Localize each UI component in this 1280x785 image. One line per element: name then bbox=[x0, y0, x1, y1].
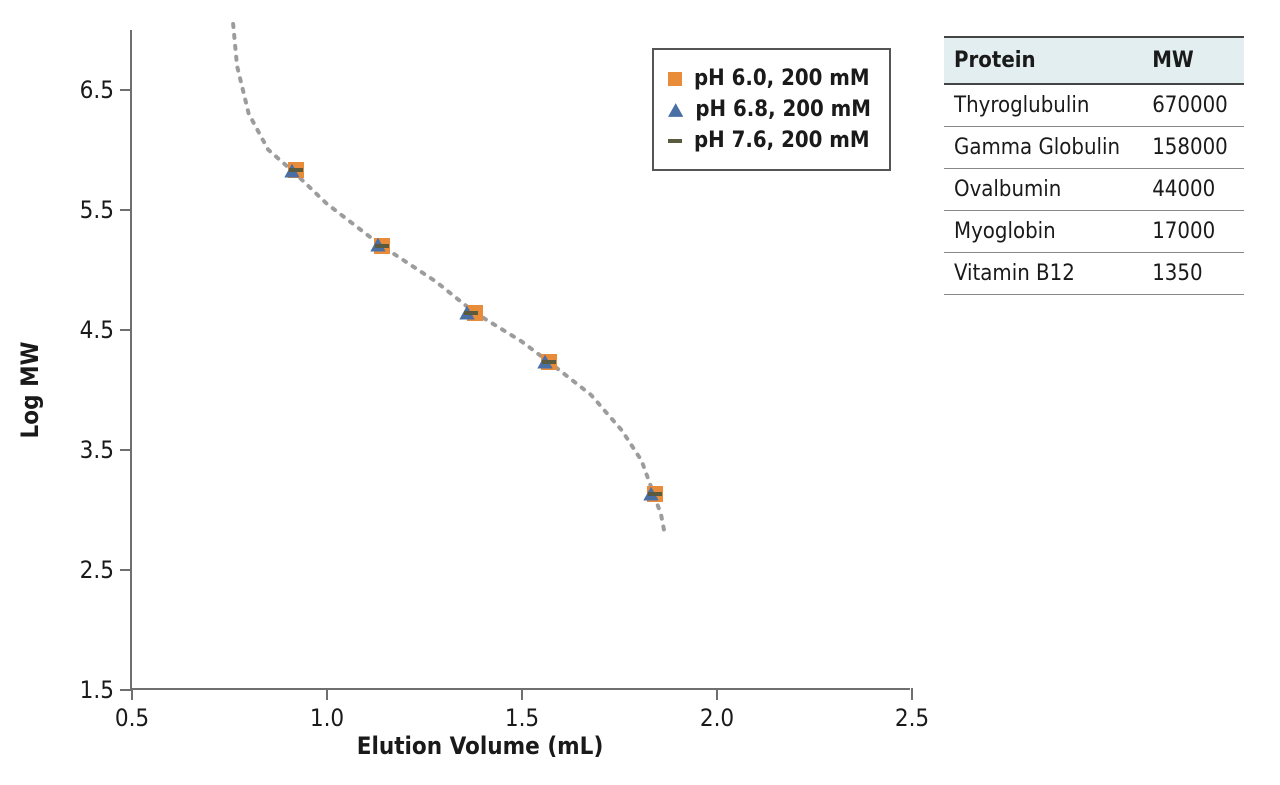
chart-legend: pH 6.0, 200 mM pH 6.8, 200 mM pH 7.6, 200… bbox=[652, 48, 891, 171]
x-tick-label: 2.0 bbox=[700, 704, 734, 732]
y-tick-label: 3.5 bbox=[80, 436, 114, 464]
data-point-ph76 bbox=[464, 311, 478, 315]
y-tick bbox=[120, 89, 132, 91]
x-tick-label: 1.0 bbox=[310, 704, 344, 732]
data-point-ph76 bbox=[648, 492, 662, 496]
x-tick-label: 0.5 bbox=[115, 704, 149, 732]
table-row: Myoglobin17000 bbox=[944, 211, 1244, 253]
x-tick bbox=[131, 688, 133, 700]
table-row: Ovalbumin44000 bbox=[944, 169, 1244, 211]
legend-item-ph60: pH 6.0, 200 mM bbox=[668, 66, 871, 91]
table-header-row: ProteinMW bbox=[944, 37, 1244, 84]
y-tick bbox=[120, 329, 132, 331]
x-tick-label: 1.5 bbox=[505, 704, 539, 732]
plot-area: pH 6.0, 200 mM pH 6.8, 200 mM pH 7.6, 200… bbox=[130, 30, 910, 690]
legend-label: pH 7.6, 200 mM bbox=[694, 128, 870, 153]
table-cell: 1350 bbox=[1142, 253, 1244, 295]
x-tick bbox=[326, 688, 328, 700]
square-icon bbox=[668, 72, 682, 86]
y-tick-label: 1.5 bbox=[80, 676, 114, 704]
y-tick bbox=[120, 449, 132, 451]
y-tick-label: 5.5 bbox=[80, 196, 114, 224]
y-axis-label: Log MW bbox=[16, 342, 44, 439]
calibration-chart: Log MW pH 6.0, 200 mM pH 6.8, 200 mMpH 7… bbox=[30, 20, 930, 760]
x-tick-label: 2.5 bbox=[895, 704, 929, 732]
page-root: Log MW pH 6.0, 200 mM pH 6.8, 200 mM pH 7… bbox=[0, 0, 1280, 785]
y-tick bbox=[120, 569, 132, 571]
table-cell: Thyroglubulin bbox=[944, 84, 1142, 127]
legend-label: pH 6.0, 200 mM bbox=[694, 66, 870, 91]
table-cell: Vitamin B12 bbox=[944, 253, 1142, 295]
table-cell: 44000 bbox=[1142, 169, 1244, 211]
data-point-ph76 bbox=[289, 168, 303, 172]
data-point-ph76 bbox=[542, 360, 556, 364]
y-tick bbox=[120, 209, 132, 211]
x-tick bbox=[521, 688, 523, 700]
legend-item-ph68: pH 6.8, 200 mM bbox=[668, 97, 871, 122]
table-cell: Gamma Globulin bbox=[944, 127, 1142, 169]
y-tick-label: 2.5 bbox=[80, 556, 114, 584]
table-cell: 158000 bbox=[1142, 127, 1244, 169]
x-axis-label: Elution Volume (mL) bbox=[357, 732, 604, 760]
table-cell: Myoglobin bbox=[944, 211, 1142, 253]
x-tick bbox=[911, 688, 913, 700]
data-point-ph76 bbox=[375, 244, 389, 248]
x-tick bbox=[716, 688, 718, 700]
table-column-header: Protein bbox=[944, 37, 1142, 84]
table-cell: 17000 bbox=[1142, 211, 1244, 253]
y-tick-label: 4.5 bbox=[80, 316, 114, 344]
dash-icon bbox=[668, 139, 682, 143]
legend-item-ph76: pH 7.6, 200 mM bbox=[668, 128, 871, 153]
table-row: Vitamin B121350 bbox=[944, 253, 1244, 295]
table-row: Thyroglubulin670000 bbox=[944, 84, 1244, 127]
legend-label: pH 6.8, 200 mM bbox=[695, 97, 871, 122]
table-body: Thyroglubulin670000Gamma Globulin158000O… bbox=[944, 84, 1244, 295]
protein-mw-table: ProteinMW Thyroglubulin670000Gamma Globu… bbox=[944, 36, 1244, 295]
table-cell: 670000 bbox=[1142, 84, 1244, 127]
table-column-header: MW bbox=[1142, 37, 1244, 84]
table-cell: Ovalbumin bbox=[944, 169, 1142, 211]
table-row: Gamma Globulin158000 bbox=[944, 127, 1244, 169]
triangle-icon bbox=[668, 103, 683, 117]
y-tick-label: 6.5 bbox=[80, 76, 114, 104]
